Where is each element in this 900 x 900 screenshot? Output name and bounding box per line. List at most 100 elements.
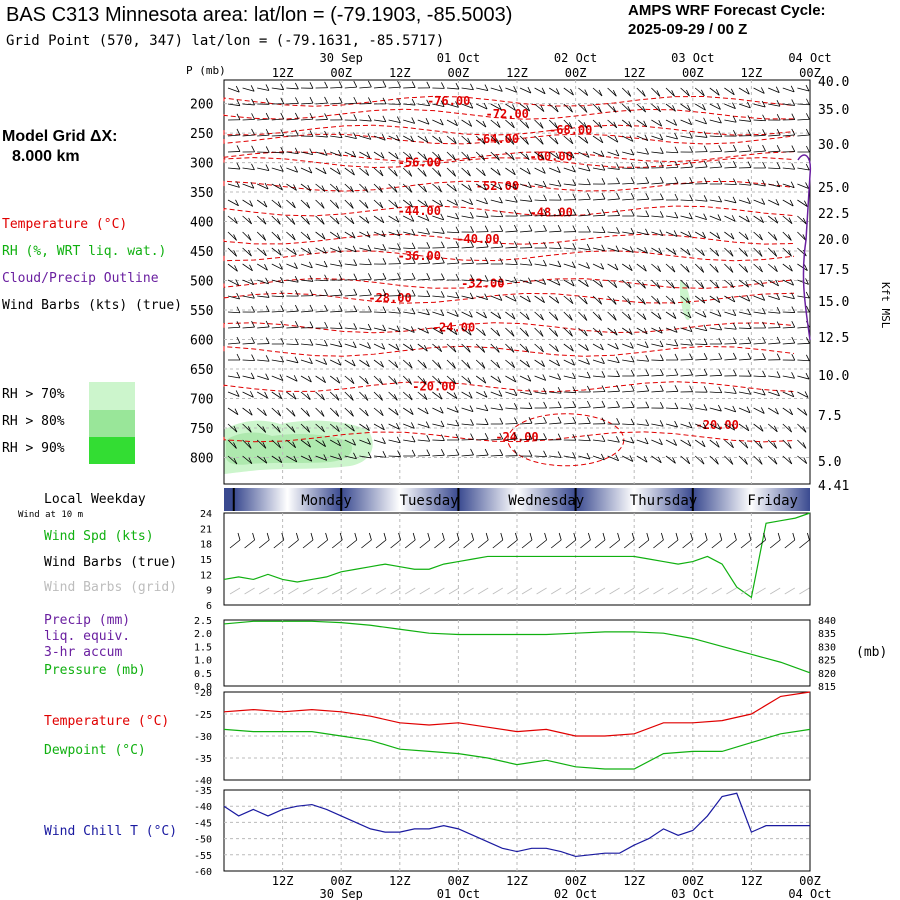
wind-barb-flag [572,433,577,441]
wind-barb-grid [434,587,445,595]
wind-barb [549,167,561,174]
wind-barb-flag [733,178,737,185]
wind-barb [300,102,313,105]
height-tick-label: 12.5 [818,331,849,346]
wind-barb-flag [324,339,328,347]
model-grid-value: 8.000 km [12,148,80,165]
wind-barb-flag [437,170,442,177]
wind-barb-flag [308,375,312,383]
wind-barb-flag [613,121,618,128]
wind-barb-flag [512,104,516,111]
wind-barb-flag [540,345,544,353]
wind-barb-flag [513,182,517,189]
wind-barb [461,295,474,300]
wind-barb [315,391,325,401]
wind-barb-flag [351,168,355,176]
wind-barb [490,135,500,145]
wind-barb-flag [306,393,311,400]
wind-barb-flag [234,408,239,415]
wind-barb [256,439,267,449]
wind-barb [549,230,562,233]
wind-barb [388,359,399,368]
wind-barb [768,103,781,107]
wind-barb-flag [294,356,299,364]
grid-point-subtitle: Grid Point (570, 347) lat/lon = (-79.163… [6,33,445,49]
wind-barb [315,423,325,433]
wind-barb-flag [601,226,606,233]
wind-barb [330,294,343,297]
wind-barb-flag [747,388,752,395]
wind-barb-flag [481,138,486,145]
wind-barb-flag [554,105,559,113]
wind-barb [286,423,296,433]
wind-barb-flag [570,344,574,352]
wind-barb-flag [543,241,547,249]
wind-barb [607,311,617,321]
wind-barb-flag [452,170,456,177]
wind-barb-flag [543,209,547,216]
wind-barb [315,102,328,105]
wind-barb-flag [528,224,533,232]
wind-barb [607,327,618,336]
wind-barb [476,407,488,412]
wind-barb-flag [292,441,297,448]
wind-barb [622,247,634,253]
wind-barb [622,439,634,444]
wind-barb [782,455,793,465]
wind-barb [344,359,356,367]
wind-barb-true-flag [792,532,796,541]
wind-barb-flag [630,384,635,392]
wind-barb [227,151,241,153]
wind-barb-flag [513,86,517,93]
wind-barb [359,343,371,349]
wind-barb [286,439,296,448]
wind-barb-flag [759,425,764,432]
wind-barb-flag [511,121,515,129]
wind-barb-flag [408,378,413,385]
pressure-right-tick: 825 [818,656,836,667]
wind-barb-flag [700,457,705,465]
wind-barb-true [448,539,460,549]
wind-barb-flag [745,87,750,95]
wind-barb [461,215,474,219]
wind-barb [446,103,459,108]
wind-barb [709,103,721,110]
pressure-tick-label: 450 [190,245,213,260]
wind-barb-flag [397,289,401,296]
wind-barb [505,135,515,145]
isotherm-line [223,345,795,357]
isotherm-label: -64.00 [476,132,519,146]
wind-barb-true-flag [690,532,693,541]
wind-barb-flag [687,311,692,319]
wind-barb [782,247,792,257]
wind-barb-flag [615,454,619,461]
wind-barb-flag [644,437,649,445]
wind-barb [651,359,664,361]
wind-barb [256,215,267,225]
wind-barb-flag [758,458,763,465]
wind-barb-flag [470,212,474,219]
wind-barb [344,423,355,432]
wind-barb-flag [689,177,693,184]
wind-barb-flag [322,167,327,174]
wind-barb-flag [321,425,325,433]
wind-barb-flag [601,209,606,216]
wind-barb-flag [673,439,678,446]
wind-barb-flag [583,329,588,337]
wind-barb [519,422,532,425]
wind-barb-flag [688,231,692,238]
wind-barb-flag [441,434,445,441]
wind-barb-flag [437,154,442,161]
wind-barb [665,279,675,289]
wind-barb [709,199,722,203]
wind-barb-flag [659,211,664,218]
wind-barb [695,407,708,411]
wind-barb-flag [484,225,489,232]
wind-barb-flag [660,193,664,200]
wind-barb [286,118,299,121]
wind-barb-flag [351,231,356,239]
wind-barb-flag [526,360,530,368]
wind-barb-flag [674,353,679,361]
wind-barb-flag [513,403,518,410]
wind-barb [549,359,560,367]
